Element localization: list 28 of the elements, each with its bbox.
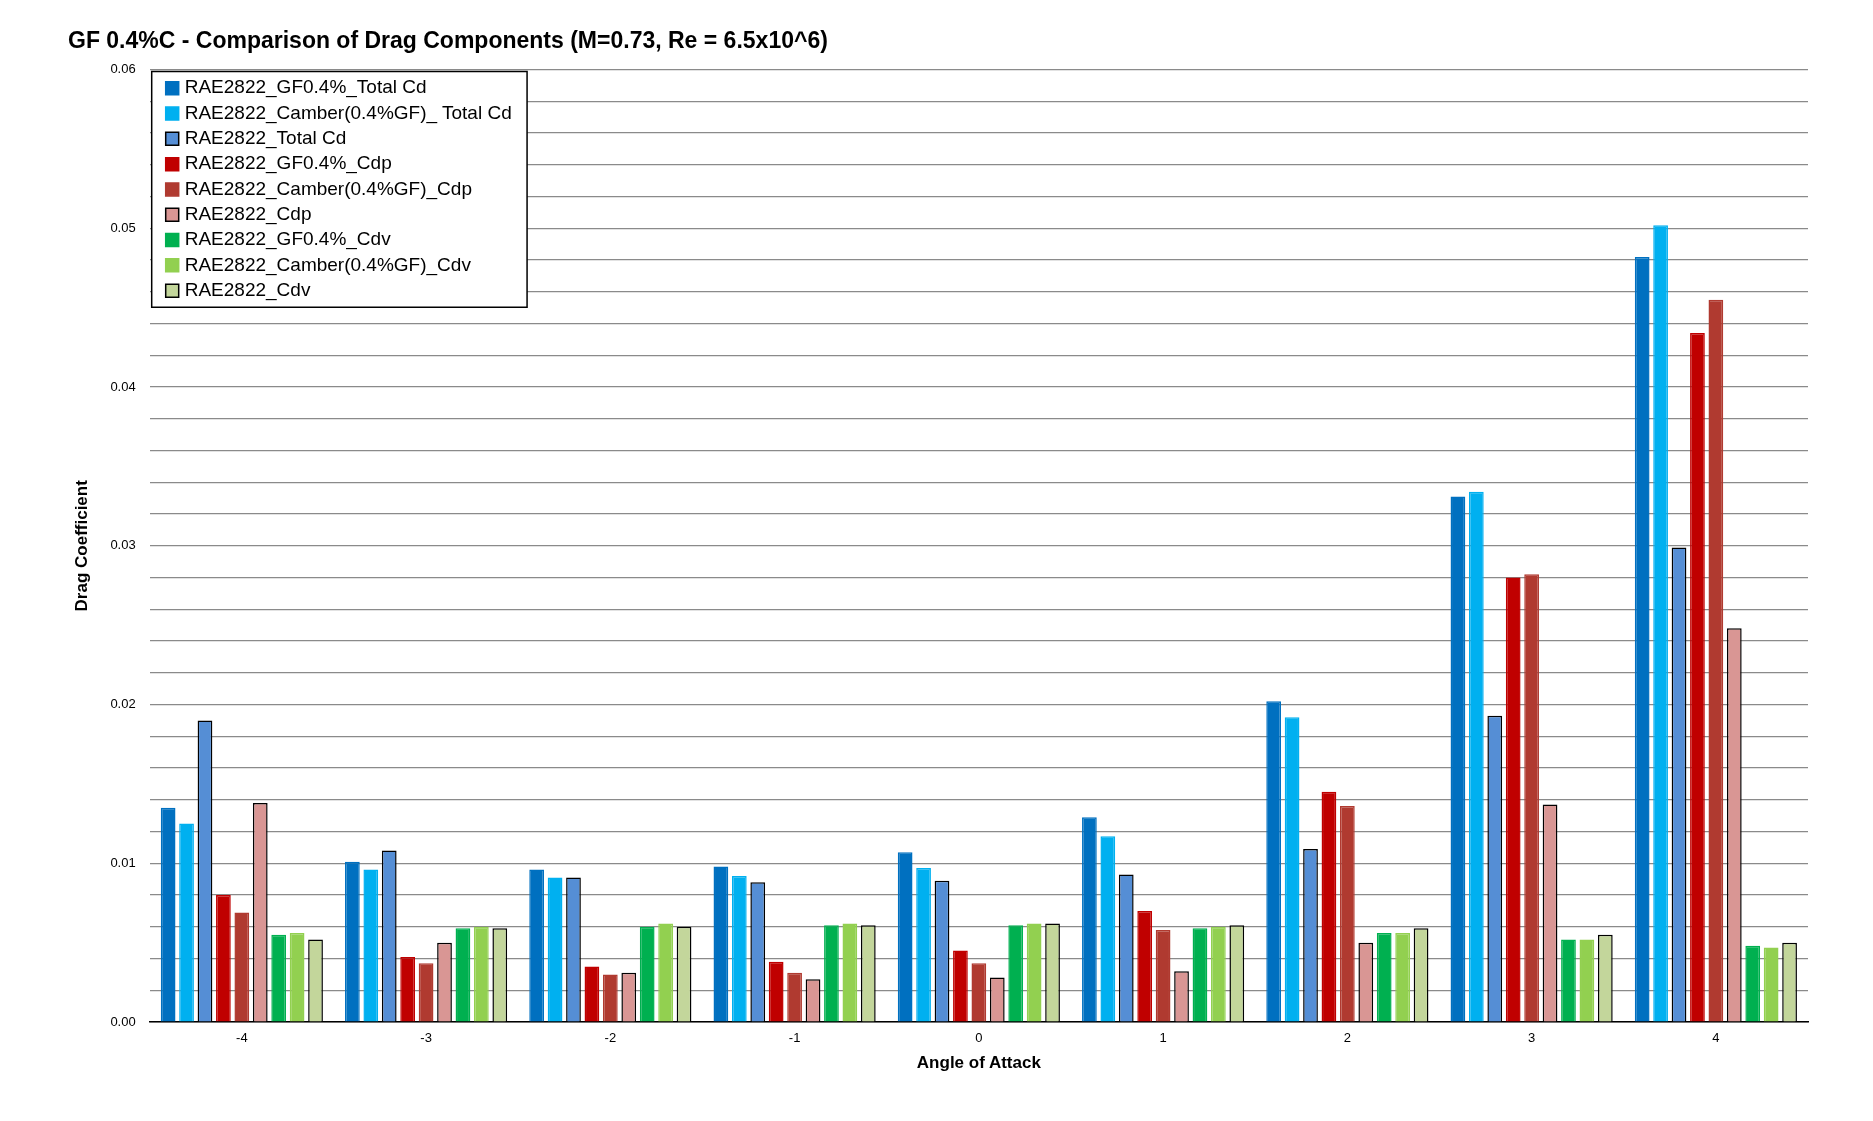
x-tick-label: 4 bbox=[1712, 1030, 1720, 1046]
y-tick-label: 0.03 bbox=[110, 537, 136, 553]
legend-label: RAE2822_Cdp bbox=[184, 202, 312, 225]
y-axis-title: Drag Coefficient bbox=[71, 479, 91, 612]
y-tick-label: 0.00 bbox=[110, 1013, 136, 1029]
x-tick-label: 2 bbox=[1343, 1030, 1351, 1046]
x-tick-label: -1 bbox=[788, 1030, 801, 1046]
x-tick-label: 0 bbox=[975, 1030, 983, 1046]
y-tick-label: 0.01 bbox=[110, 854, 136, 870]
x-tick-label: -2 bbox=[604, 1030, 617, 1046]
legend-label: RAE2822_Cdv bbox=[184, 278, 311, 301]
legend-label: RAE2822_GF0.4%_Total Cd bbox=[184, 76, 427, 99]
y-tick-label: 0.02 bbox=[110, 696, 136, 712]
x-tick-label: -3 bbox=[420, 1030, 432, 1046]
y-tick-label: 0.04 bbox=[110, 378, 136, 394]
x-axis-title: Angle of Attack bbox=[916, 1053, 1042, 1073]
y-tick-label: 0.06 bbox=[110, 61, 136, 77]
chart-title: GF 0.4%C - Comparison of Drag Components (M=0.73, Re = 6.5x10^6) bbox=[68, 27, 828, 54]
legend-label: RAE2822_Camber(0.4%GF)_Cdv bbox=[184, 253, 472, 276]
legend-label: RAE2822_GF0.4%_Cdp bbox=[184, 152, 392, 175]
x-tick-label: 1 bbox=[1159, 1030, 1167, 1046]
legend-label: RAE2822_GF0.4%_Cdv bbox=[184, 228, 392, 251]
x-tick-label: 3 bbox=[1528, 1030, 1536, 1046]
legend-label: RAE2822_Camber(0.4%GF)_Cdp bbox=[184, 177, 472, 200]
y-tick-label: 0.05 bbox=[110, 219, 136, 235]
legend-label: RAE2822_Total Cd bbox=[184, 127, 347, 150]
x-tick-label: -4 bbox=[236, 1030, 248, 1046]
legend-label: RAE2822_Camber(0.4%GF)_ Total Cd bbox=[184, 101, 512, 124]
